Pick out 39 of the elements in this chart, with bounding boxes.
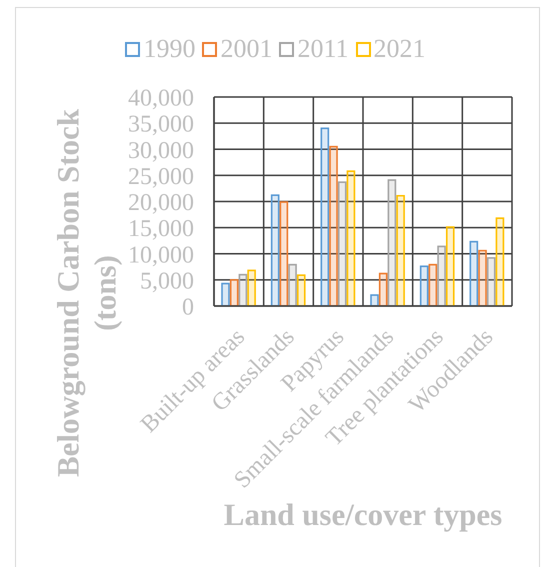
bar [396,194,405,306]
bar [478,250,487,306]
y-tick-label: 15,000 [128,216,194,242]
y-tick-label: 0 [182,294,194,321]
bar [280,201,288,306]
bar [470,240,478,306]
legend-label: 2021 [374,34,426,64]
y-tick-label: 25,000 [128,164,194,190]
bar [496,217,504,306]
y-axis-title: Belowground Carbon Stock (tons) [50,108,122,478]
bar [420,265,428,306]
x-axis-title: Land use/cover types [224,497,502,532]
bar [346,170,356,306]
bar [238,274,248,306]
bar [329,146,338,306]
bar [288,264,297,306]
y-tick-label: 5,000 [140,268,194,294]
bar [370,294,379,306]
bar [437,246,446,306]
bar [388,179,396,306]
bar [320,128,330,306]
y-tick-label: 20,000 [128,190,194,216]
y-tick-label: 30,000 [128,138,194,164]
bar [428,264,438,306]
bar [230,279,238,306]
y-tick-label: 35,000 [128,112,194,138]
legend-label: 2011 [297,34,349,64]
bar [338,181,347,306]
y-tick-label: 40,000 [128,86,194,112]
legend-label: 1990 [143,34,196,64]
bar [486,257,496,306]
bar [296,274,306,306]
bar [270,194,280,306]
y-tick-label: 10,000 [128,242,194,268]
bar [247,270,256,306]
legend-label: 2001 [220,34,272,64]
bar [446,226,455,306]
bar [378,272,388,306]
bar [221,282,230,306]
